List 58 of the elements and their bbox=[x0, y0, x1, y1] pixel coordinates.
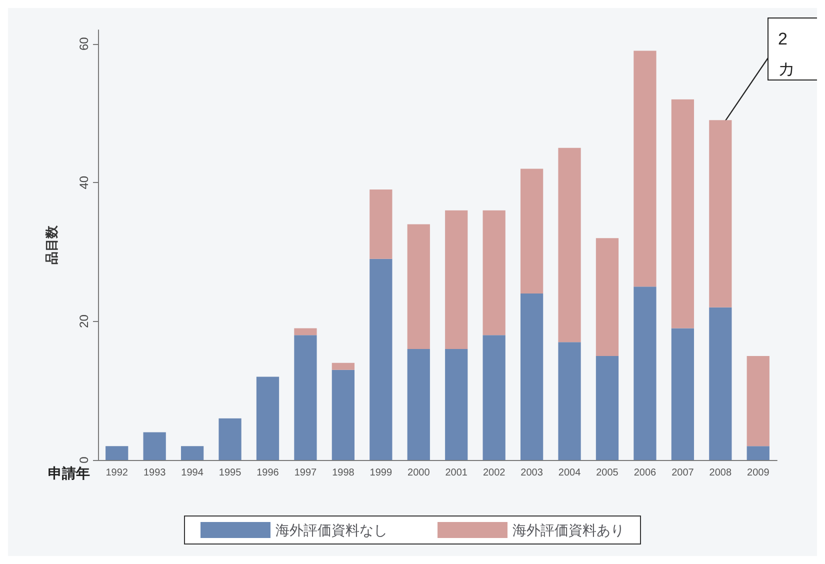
bar bbox=[558, 342, 581, 460]
bar bbox=[180, 446, 204, 460]
y-tick-label: 40 bbox=[77, 176, 91, 190]
y-axis-title: 品目数 bbox=[44, 224, 59, 264]
bar bbox=[482, 210, 506, 336]
y-tick-label: 20 bbox=[77, 314, 91, 328]
x-tick-label: 2002 bbox=[482, 468, 506, 478]
bar bbox=[294, 328, 317, 336]
bar bbox=[143, 432, 166, 460]
x-tick-label: 2009 bbox=[747, 468, 770, 478]
bar bbox=[256, 376, 280, 460]
x-tick-label: 1998 bbox=[332, 468, 355, 478]
bar bbox=[332, 370, 355, 460]
bar bbox=[746, 356, 770, 446]
bar bbox=[671, 328, 694, 460]
bar bbox=[520, 168, 544, 294]
x-tick-label: 2006 bbox=[634, 468, 657, 478]
bar bbox=[634, 50, 656, 287]
bar bbox=[407, 224, 430, 350]
bar bbox=[634, 286, 656, 460]
bar bbox=[294, 335, 317, 460]
bar bbox=[709, 307, 732, 460]
annotation: 2 カ bbox=[778, 30, 795, 78]
bar bbox=[370, 258, 392, 460]
x-tick-label: 2007 bbox=[672, 468, 694, 478]
bar bbox=[596, 238, 619, 356]
y-tick-label: 0 bbox=[77, 456, 91, 464]
x-tick-label: 1994 bbox=[181, 468, 204, 478]
bar bbox=[709, 120, 732, 308]
x-tick-label: 1999 bbox=[370, 468, 392, 478]
bar bbox=[671, 99, 694, 328]
bar bbox=[520, 294, 544, 460]
legend-label: 海外評価資料なし bbox=[276, 522, 388, 538]
x-tick-label: 2008 bbox=[709, 468, 732, 478]
bar bbox=[482, 335, 506, 460]
x-tick-label: 1996 bbox=[256, 468, 280, 478]
bar bbox=[106, 446, 128, 460]
x-tick-label: 2003 bbox=[520, 468, 544, 478]
x-tick-label: 2004 bbox=[558, 468, 582, 478]
x-tick-label: 1997 bbox=[294, 468, 318, 478]
x-axis-title: 申請年 bbox=[48, 465, 90, 481]
bar bbox=[558, 148, 581, 342]
bar bbox=[445, 210, 468, 350]
bar bbox=[218, 418, 242, 460]
bar bbox=[407, 349, 430, 460]
x-tick-label: 2001 bbox=[445, 468, 468, 478]
x-tick-label: 2000 bbox=[408, 468, 430, 478]
legend-label: 海外評価資料あり bbox=[512, 522, 624, 538]
bar bbox=[746, 446, 770, 460]
x-tick-label: 2005 bbox=[596, 468, 619, 478]
bar bbox=[370, 190, 392, 259]
bar bbox=[445, 349, 468, 460]
bar bbox=[596, 356, 619, 460]
bar bbox=[332, 362, 355, 370]
y-tick-label: 60 bbox=[77, 36, 91, 51]
x-tick-label: 1993 bbox=[143, 468, 166, 478]
x-tick-label: 1995 bbox=[218, 468, 242, 478]
x-tick-label: 1992 bbox=[106, 468, 128, 478]
